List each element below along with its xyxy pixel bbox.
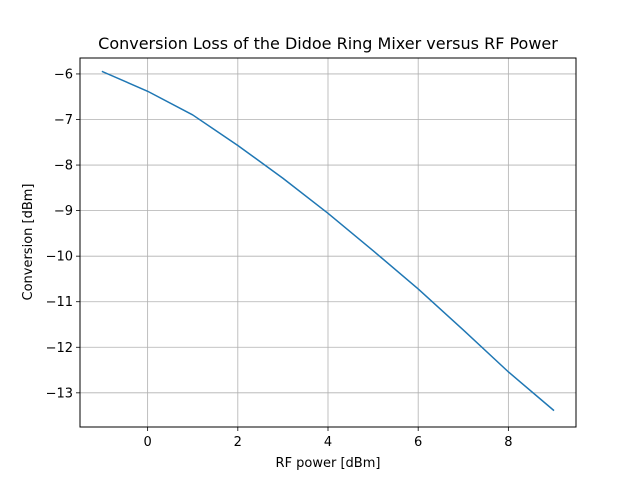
grid <box>80 58 576 427</box>
y-tick-label: −7 <box>54 113 73 128</box>
y-tick-label: −12 <box>46 341 73 356</box>
y-tick-label: −6 <box>54 67 73 82</box>
y-axis: −13 −12 −11 −10 −9 −8 −7 −6 <box>46 67 80 401</box>
x-axis: 0 2 4 6 8 <box>143 427 513 450</box>
y-tick-label: −8 <box>54 159 73 174</box>
y-tick-label: −9 <box>54 204 73 219</box>
series-line <box>101 70 555 412</box>
chart-title: Conversion Loss of the Didoe Ring Mixer … <box>98 34 558 53</box>
x-tick-label: 2 <box>234 435 242 450</box>
x-tick-label: 0 <box>143 435 151 450</box>
y-tick-label: −10 <box>46 250 73 265</box>
y-axis-label: Conversion [dBm] <box>21 184 36 301</box>
y-tick-label: −13 <box>46 386 73 401</box>
x-axis-label: RF power [dBm] <box>276 456 381 471</box>
x-tick-label: 8 <box>504 435 512 450</box>
series-layer <box>101 70 555 412</box>
x-tick-label: 6 <box>414 435 422 450</box>
y-tick-label: −11 <box>46 295 73 310</box>
x-tick-label: 4 <box>324 435 332 450</box>
